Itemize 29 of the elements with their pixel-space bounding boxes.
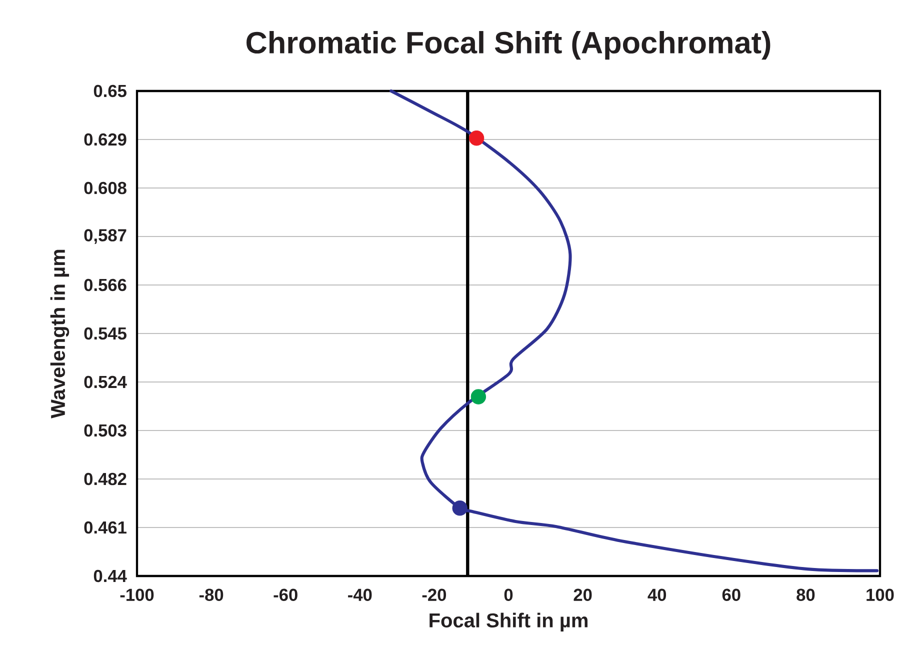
x-tick-label: -100: [120, 588, 154, 601]
x-tick-label: 0: [504, 588, 513, 601]
x-tick-label: 20: [574, 588, 592, 601]
y-tick-label: 0.482: [84, 472, 126, 486]
x-tick-label: -80: [199, 588, 224, 601]
x-axis-title: Focal Shift in µm: [430, 612, 588, 632]
y-axis-title: Wavelength in µm: [50, 250, 70, 418]
y-tick-label: 0.629: [84, 133, 126, 146]
x-tick-label: 80: [796, 588, 815, 601]
point: [452, 500, 468, 516]
y-tick-label: 0.545: [84, 327, 126, 340]
y-tick-label: 0.608: [84, 182, 126, 194]
y-tick-label: 0.65: [94, 84, 126, 98]
chart-title: Chromatic Focal Shift (Apochromat): [246, 31, 770, 60]
x-tick-label: 100: [866, 588, 894, 601]
y-tick-label: 0,587: [84, 229, 126, 244]
x-tick-label: 40: [648, 588, 666, 601]
y-tick-label: 0.566: [84, 278, 126, 292]
x-tick-label: -60: [274, 588, 298, 601]
y-tick-label: 0.503: [84, 424, 126, 437]
x-tick-label: -20: [422, 588, 446, 601]
line-series: [390, 89, 879, 572]
y-tick-label: 0.44: [94, 570, 127, 582]
y-tick-label: 0.461: [84, 521, 126, 534]
x-tick-label: -40: [348, 588, 372, 601]
point: [470, 389, 486, 404]
point: [468, 130, 484, 146]
y-tick-label: 0.524: [84, 376, 127, 388]
x-tick-label: 60: [722, 588, 740, 601]
